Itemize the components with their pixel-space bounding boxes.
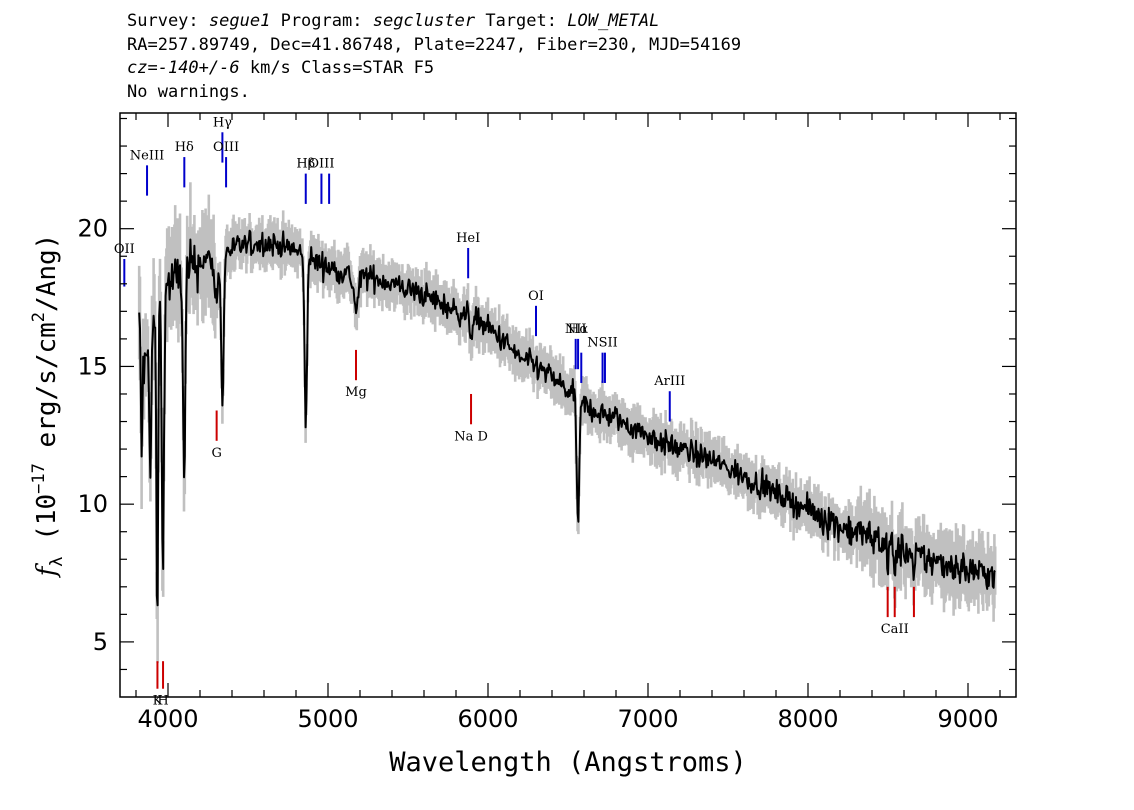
emission-line-label-0: OII [114, 242, 135, 257]
y-tick-label: 15 [77, 352, 108, 380]
emission-line-label-9: OI [528, 289, 544, 304]
emission-line-label-5: Hβ [296, 157, 315, 172]
error-band [137, 182, 997, 664]
cz-value: -140+/-6 [157, 58, 240, 78]
emission-line-label-15: ArIII [653, 374, 685, 389]
flux-series [138, 229, 996, 607]
x-tick-label: 6000 [457, 705, 518, 733]
absorption-line-label-4: Na D [454, 429, 488, 444]
y-label-sub: λ [47, 556, 67, 566]
emission-line-label-8: HeI [456, 231, 480, 246]
emission-line-label-1: NeIII [130, 148, 164, 163]
x-tick-label: 7000 [617, 705, 678, 733]
x-tick-label: 8000 [777, 705, 838, 733]
y-tick-label: 5 [93, 628, 108, 656]
emission-line-label-2: Hδ [175, 140, 194, 155]
y-label-sup2: 2 [29, 312, 49, 322]
target-label: Target: [485, 11, 557, 31]
emission-line-label-11: Hα [568, 322, 588, 337]
absorption-line-label-2: G [211, 446, 221, 461]
absorption-line-label-0: K [153, 694, 163, 709]
emission-line-label-6: OIII [308, 157, 334, 172]
emission-line-label-3: Hγ [213, 115, 232, 130]
emission-line-label-4: OIII [213, 140, 239, 155]
x-tick-label: 5000 [297, 705, 358, 733]
cz-label: cz= [127, 58, 158, 78]
absorption-line-label-1: H [157, 694, 168, 709]
absorption-line-label-3: Mg [345, 385, 367, 400]
y-label-pre: (10 [32, 494, 62, 557]
cz-class: km/s Class=STAR F5 [239, 58, 435, 78]
program-value: segcluster [372, 11, 476, 31]
x-tick-label: 4000 [137, 705, 198, 733]
survey-label: Survey: [127, 11, 199, 31]
y-label-mid: erg/s/cm [32, 322, 62, 463]
y-tick-label: 10 [77, 490, 108, 518]
axis-ticks: 4000 5000 6000 7000 8000 9000 5 10 15 20 [77, 113, 1016, 733]
y-label-post: /Ang) [32, 234, 62, 312]
error-band-path [137, 182, 997, 664]
absorption-line-label-6: CaII [881, 622, 909, 637]
emission-line-label-10: NII [565, 322, 587, 337]
emission-line-label-13: NSII [587, 336, 618, 351]
x-tick-label: 9000 [937, 705, 998, 733]
survey-value: segue1 [208, 11, 271, 31]
line-markers: OIINeIIIHδHγOIIIHβOIIIHeIOINIIHαNSIIArII… [114, 115, 915, 709]
target-value: LOW_METAL [567, 11, 660, 31]
program-label: Program: [280, 11, 363, 31]
header-line-survey: Survey: segue1 Program: segcluster Targe… [127, 10, 1027, 34]
header-line-warnings: No warnings. [127, 81, 250, 102]
y-axis-label: fλ (10−17 erg/s/cm2/Ang) [29, 234, 67, 579]
spectrum-header: Survey: segue1 Program: segcluster Targe… [127, 10, 1027, 104]
y-tick-label: 20 [77, 215, 108, 243]
x-axis-label: Wavelength (Angstroms) [389, 747, 747, 778]
y-label-sup: −17 [29, 463, 49, 494]
plot-frame [119, 112, 1017, 698]
header-line-redshift: cz=-140+/-6 km/s Class=STAR F5 [127, 57, 1027, 81]
flux-line [138, 229, 996, 607]
header-line-coordinates: RA=257.89749, Dec=41.86748, Plate=2247, … [127, 34, 742, 55]
